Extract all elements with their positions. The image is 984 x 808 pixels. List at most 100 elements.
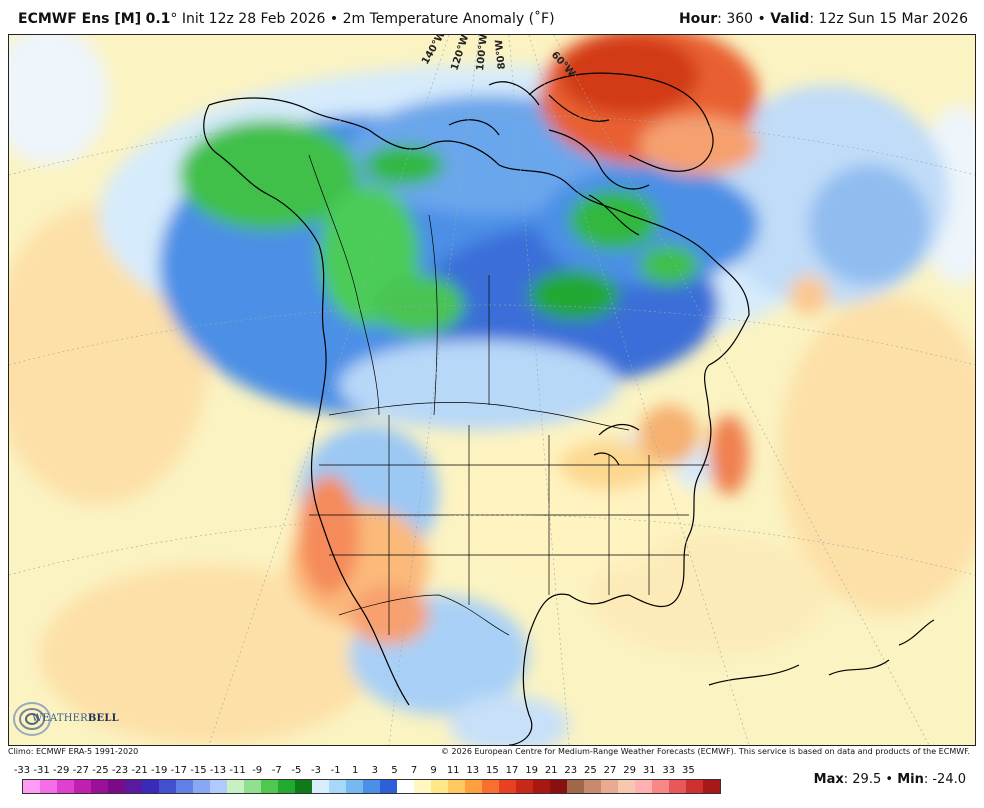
graticule xyxy=(9,35,975,745)
legend-swatch xyxy=(380,780,397,793)
legend-label: -7 xyxy=(271,765,282,776)
legend-swatch xyxy=(210,780,227,793)
legend-label: -21 xyxy=(131,765,148,776)
legend-label: 25 xyxy=(584,765,597,776)
legend-swatch xyxy=(465,780,482,793)
copyright-note: © 2026 European Centre for Medium-Range … xyxy=(441,747,970,756)
legend-label: -17 xyxy=(170,765,187,776)
legend-swatch xyxy=(74,780,91,793)
valid-label: Valid xyxy=(770,11,810,27)
legend-swatch xyxy=(584,780,601,793)
legend-label: 13 xyxy=(466,765,480,776)
weatherbell-logo: WEATHERBELL xyxy=(12,697,119,741)
hour-label: Hour xyxy=(678,11,718,27)
legend-swatch xyxy=(482,780,499,793)
lon-label-100w: 100°W xyxy=(475,35,490,71)
legend-label: 3 xyxy=(371,765,378,776)
legend-label: -5 xyxy=(291,765,302,776)
legend-swatch xyxy=(652,780,669,793)
legend-label: -11 xyxy=(229,765,246,776)
climo-note: Climo: ECMWF ERA-5 1991-2020 xyxy=(8,747,139,756)
legend-swatch xyxy=(703,780,720,793)
min-value: : -24.0 xyxy=(923,772,966,787)
anomaly-map: 140°W 120°W 100°W 80°W 60°W xyxy=(8,34,976,746)
legend-label: 29 xyxy=(623,765,636,776)
legend-label: -31 xyxy=(33,765,50,776)
valid-bullet: • xyxy=(757,11,766,27)
legend-bar xyxy=(22,779,721,794)
legend-swatch xyxy=(176,780,193,793)
degree-symbol: ° xyxy=(170,11,178,27)
hour-value: : 360 xyxy=(717,11,754,27)
legend-label: 23 xyxy=(564,765,578,776)
legend-swatch xyxy=(159,780,176,793)
valid-value: : 12z Sun 15 Mar 2026 xyxy=(809,11,968,27)
legend-swatch xyxy=(125,780,142,793)
max-label: Max xyxy=(813,772,844,787)
legend-label: -33 xyxy=(13,765,31,776)
legend-swatch xyxy=(397,780,414,793)
legend-swatch xyxy=(295,780,312,793)
legend-label: -29 xyxy=(53,765,70,776)
swirl-icon xyxy=(13,702,51,736)
legend-swatch xyxy=(346,780,363,793)
legend-swatch xyxy=(278,780,295,793)
legend-swatch xyxy=(57,780,74,793)
legend-swatch xyxy=(363,780,380,793)
logo-text-bell: BELL xyxy=(87,713,119,724)
legend-label: 35 xyxy=(682,765,695,776)
legend-label: -15 xyxy=(190,765,207,776)
legend-swatch xyxy=(499,780,516,793)
min-label: Min xyxy=(897,772,924,787)
legend-label: -19 xyxy=(151,765,168,776)
legend-swatch xyxy=(40,780,57,793)
legend-label: -1 xyxy=(330,765,341,776)
legend-label: 19 xyxy=(525,765,538,776)
legend-swatch xyxy=(448,780,465,793)
logo-text: WEATHERBELL xyxy=(32,713,119,724)
legend-swatch xyxy=(618,780,635,793)
legend-swatch xyxy=(312,780,329,793)
legend-label: 15 xyxy=(486,765,499,776)
coastlines xyxy=(203,72,935,745)
anomaly-field xyxy=(9,35,975,745)
legend-label: -13 xyxy=(209,765,227,776)
legend-label: 7 xyxy=(410,765,418,776)
legend-label: 27 xyxy=(603,765,617,776)
legend-swatch xyxy=(669,780,686,793)
valid-info: Hour: 360 • Valid: 12z Sun 15 Mar 2026 xyxy=(679,11,968,27)
legend-swatch xyxy=(23,780,40,793)
logo-text-weather: WEATHER xyxy=(32,713,88,724)
legend-swatch xyxy=(91,780,108,793)
field-stats: Max: 29.5 • Min: -24.0 xyxy=(814,772,966,787)
legend-swatch xyxy=(516,780,533,793)
legend-labels: -33 -31 -29 -27 -25 -23 -21 -19 -17 -15 -13 -11 -9 -7… xyxy=(12,765,712,777)
lon-label-80w: 80°W xyxy=(494,39,508,70)
legend-swatch xyxy=(142,780,159,793)
model-resolution: 0.1 xyxy=(145,11,171,27)
color-legend: -33 -31 -29 -27 -25 -23 -21 -19 -17 -15 -13 -11 -9 -7… xyxy=(12,763,721,803)
legend-swatch xyxy=(686,780,703,793)
legend-swatch xyxy=(244,780,261,793)
legend-label: 11 xyxy=(446,765,460,776)
legend-label: -25 xyxy=(92,765,109,776)
legend-label: 9 xyxy=(430,765,437,776)
legend-label: 21 xyxy=(544,765,558,776)
legend-label: -3 xyxy=(311,765,321,776)
legend-label: 5 xyxy=(391,765,398,776)
legend-swatch xyxy=(261,780,278,793)
legend-swatch xyxy=(567,780,584,793)
max-value: : 29.5 xyxy=(843,772,882,787)
legend-label: 1 xyxy=(352,765,359,776)
legend-label: 31 xyxy=(642,765,656,776)
header: ECMWF Ens [M] 0.1° Init 12z 28 Feb 2026 … xyxy=(0,0,984,34)
map-canvas: 140°W 120°W 100°W 80°W 60°W xyxy=(9,35,975,745)
legend-swatch xyxy=(414,780,431,793)
legend-label: -23 xyxy=(111,765,129,776)
legend-label: -27 xyxy=(72,765,89,776)
legend-swatch xyxy=(533,780,550,793)
legend-swatch xyxy=(431,780,448,793)
legend-swatch xyxy=(227,780,244,793)
model-name: ECMWF Ens [M] xyxy=(18,11,142,27)
field-name: 2m Temperature Anomaly (˚F) xyxy=(342,11,555,27)
